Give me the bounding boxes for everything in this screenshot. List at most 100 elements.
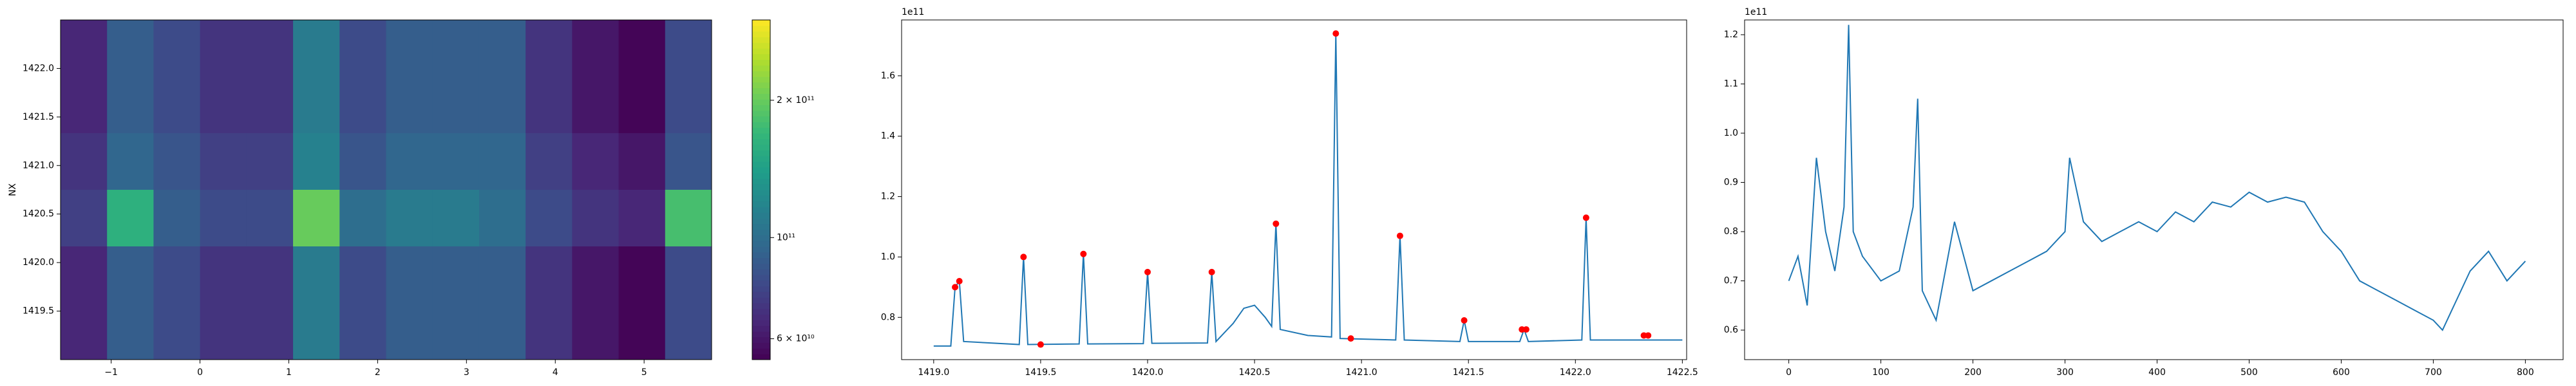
- heatmap-cell: [200, 133, 247, 190]
- y-axis-label: NX: [8, 183, 18, 196]
- heatmap-cell: [153, 77, 201, 134]
- heatmap-cell: [478, 190, 526, 247]
- x-tick-label: 0: [1786, 367, 1792, 378]
- heatmap-cell: [478, 77, 526, 134]
- heatmap-cell: [246, 246, 294, 304]
- heatmap-cell: [339, 303, 386, 360]
- heatmap-cell: [572, 303, 620, 360]
- colorbar-segment: [752, 303, 770, 309]
- colorbar-segment: [752, 320, 770, 326]
- colorbar-segment: [752, 138, 770, 145]
- peak-marker: [1582, 214, 1589, 221]
- x-tick-label: 1419.5: [1025, 367, 1056, 378]
- heatmap-cell: [107, 20, 154, 77]
- heatmap-cell: [61, 133, 108, 190]
- y-tick-label: 1421.0: [23, 160, 54, 170]
- colorbar-segment: [752, 269, 770, 275]
- y-tick-label: 1.6: [881, 71, 895, 81]
- y-tick-label: 1419.5: [23, 306, 54, 317]
- colorbar-segment: [752, 354, 770, 360]
- colorbar-segment: [752, 184, 770, 190]
- x-tick-label: 1420.5: [1239, 367, 1271, 378]
- peak-marker: [1144, 268, 1151, 275]
- peak-marker: [1396, 232, 1403, 239]
- heatmap-cell: [386, 246, 433, 304]
- colorbar-segment: [752, 207, 770, 213]
- heatmap-cell: [572, 20, 620, 77]
- x-tick-label: 1420.0: [1132, 367, 1163, 378]
- heatmap-cell: [293, 20, 340, 77]
- colorbar-segment: [752, 297, 770, 304]
- heatmap-cell: [246, 20, 294, 77]
- colorbar-segment: [752, 286, 770, 292]
- colorbar-segment: [752, 87, 770, 94]
- peak-marker: [1347, 335, 1354, 342]
- heatmap-cell: [478, 133, 526, 190]
- y-tick-label: 1.1: [1724, 78, 1738, 89]
- colorbar-segment: [752, 336, 770, 344]
- colorbar-frame: [752, 19, 771, 360]
- colorbar-segment: [752, 93, 770, 100]
- y-tick-label: 1420.5: [23, 209, 54, 219]
- heatmap-cell: [386, 133, 433, 190]
- peak-marker: [1645, 332, 1652, 339]
- x-tick-label: 2: [375, 367, 381, 378]
- colorbar-segment: [752, 144, 770, 151]
- y-tick-label: 1.0: [881, 252, 895, 262]
- heatmap-cell: [526, 303, 573, 360]
- x-tick-label: 3: [464, 367, 469, 378]
- peak-marker: [1522, 326, 1530, 333]
- colorbar-segment: [752, 122, 770, 128]
- heatmap-cell: [339, 246, 386, 304]
- x-tick-label: 1419.0: [918, 367, 949, 378]
- heatmap-cell: [526, 190, 573, 247]
- line: [1788, 24, 2526, 331]
- peak-marker: [1273, 220, 1280, 227]
- colorbar-segment: [752, 212, 770, 219]
- x-tick-label: 1422.5: [1667, 367, 1698, 378]
- peak-marker: [1208, 268, 1215, 275]
- heatmap-cell: [293, 133, 340, 190]
- colorbar-segment: [752, 223, 770, 230]
- x-tick-label: 300: [2056, 367, 2074, 378]
- y-tick-label: 1421.5: [23, 112, 54, 122]
- heatmap-cell: [200, 20, 247, 77]
- heatmap-cell: [386, 303, 433, 360]
- heatmap-cell: [618, 77, 666, 134]
- heatmap-cell: [432, 303, 480, 360]
- colorbar-tick-label: 10¹¹: [777, 232, 795, 243]
- heatmap-cell: [665, 246, 712, 304]
- heatmap-cell: [526, 133, 573, 190]
- colorbar-segment: [752, 218, 770, 225]
- heatmap-cell: [526, 246, 573, 304]
- colorbar-segment: [752, 42, 770, 49]
- colorbar-segment: [752, 342, 770, 349]
- colorbar-segment: [752, 331, 770, 338]
- heatmap-cell: [618, 303, 666, 360]
- colorbar-segment: [752, 291, 770, 298]
- colorbar-segment: [752, 229, 770, 235]
- heatmap-cell: [665, 20, 712, 77]
- colorbar-segment: [752, 195, 770, 202]
- colorbar-segment: [752, 133, 770, 140]
- colorbar-segment: [752, 263, 770, 270]
- heatmap-cell: [432, 20, 480, 77]
- x-tick-label: 700: [2425, 367, 2442, 378]
- heatmap-cell: [526, 77, 573, 134]
- colorbar-segment: [752, 172, 770, 179]
- heatmap-cell: [665, 303, 712, 360]
- heatmap-cell: [107, 303, 154, 360]
- colorbar-segment: [752, 241, 770, 247]
- peak-marker: [1461, 317, 1468, 324]
- x-tick-label: 4: [553, 367, 558, 378]
- colorbar-tick-label: 2 × 10¹¹: [777, 95, 815, 106]
- heatmap-cell: [200, 246, 247, 304]
- y-tick-label: 0.8: [881, 312, 895, 322]
- colorbar-segment: [752, 48, 770, 55]
- colorbar-segment: [752, 59, 770, 66]
- axis-offset: 1e11: [1745, 7, 1767, 17]
- y-tick-label: 1.4: [881, 131, 895, 142]
- y-tick-label: 0.8: [1724, 226, 1738, 237]
- colorbar-tick-label: 6 × 10¹⁰: [777, 334, 815, 344]
